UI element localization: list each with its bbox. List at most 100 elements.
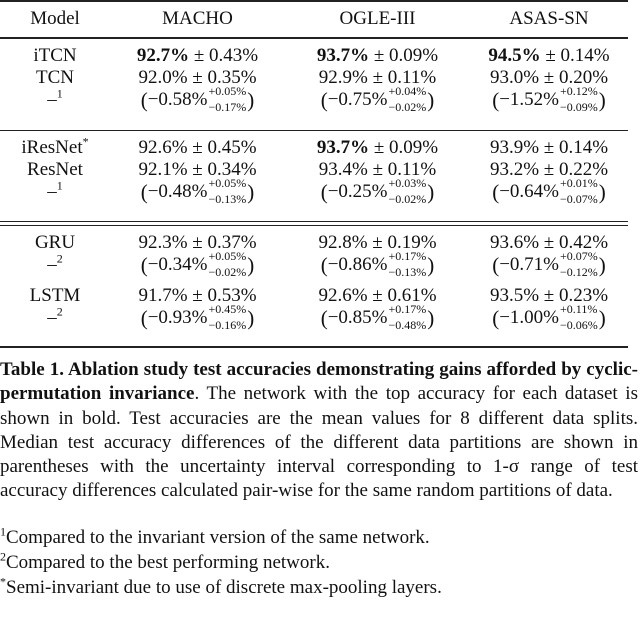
accuracy-value: 91.7% [138,285,188,306]
lower-bound: −0.48% [388,318,427,332]
table-caption: Table 1. Ablation study test accuracies … [0,358,638,504]
model-mark: * [82,134,89,149]
accuracy-cell: 92.6% ± 0.61% [285,284,470,308]
upper-bound: +0.07% [560,249,598,263]
accuracy-cell: 91.7% ± 0.53% [110,284,285,308]
accuracy-std: ± 0.42% [543,232,609,253]
accuracy-std: ± 0.19% [372,232,437,253]
median-difference: −0.85% [327,307,388,328]
accuracy-value: 93.6% [489,232,540,253]
median-difference: −0.48% [147,181,208,202]
accuracy-std: ± 0.43% [193,45,259,66]
accuracy-cell: 92.9% ± 0.11% [285,66,470,90]
accuracy-cell: 93.5% ± 0.23% [470,284,628,308]
accuracy-std: ± 0.53% [192,285,257,306]
lower-bound: −0.09% [560,100,598,114]
median-difference: −0.86% [327,254,388,275]
footnote-mark: 1 [0,524,6,539]
accuracy-value: 92.8% [318,232,368,253]
model-mark: 1 [56,178,63,193]
accuracy-cell: 92.6% ± 0.45% [110,136,285,160]
difference-cell: (−0.64% +0.01% −0.07%) [492,176,606,206]
model-name: GRU [0,231,110,255]
footnote-1: 1Compared to the invariant version of th… [0,526,430,550]
table-header-row: Model MACHO OGLE-III ASAS-SN [0,7,628,31]
accuracy-cell: 92.1% ± 0.34% [110,158,285,182]
model-label: LSTM [29,285,81,306]
median-difference: −0.58% [147,89,208,110]
header-asassn: ASAS-SN [509,8,589,29]
model-name: TCN [0,66,110,90]
accuracy-cell: 92.0% ± 0.35% [110,66,285,90]
accuracy-std: ± 0.11% [372,159,437,180]
accuracy-value: 93.9% [489,137,540,158]
accuracy-cell: 93.0% ± 0.20% [470,66,628,90]
lower-bound: −0.06% [560,318,598,332]
median-difference: −0.75% [327,89,388,110]
accuracy-value: 93.2% [489,159,540,180]
upper-bound: +0.17% [388,302,427,316]
difference-cell: (−0.93% +0.45% −0.16%) [140,302,255,332]
accuracy-std: ± 0.34% [192,159,257,180]
accuracy-cell: 94.5% ± 0.14% [470,44,628,68]
header-model: Model [30,8,80,29]
double-rule-upper [0,221,628,223]
accuracy-value: 92.1% [138,159,188,180]
model-name: –1 [0,88,110,112]
accuracy-cell: 92.3% ± 0.37% [110,231,285,255]
accuracy-std: ± 0.23% [543,285,609,306]
footnote-text: Compared to the best performing network. [6,552,330,573]
accuracy-std: ± 0.09% [373,45,439,66]
upper-bound: +0.05% [208,249,247,263]
model-label: – [47,254,57,275]
accuracy-std: ± 0.09% [373,137,439,158]
lower-bound: −0.07% [560,192,598,206]
table-row: –2(−0.93% +0.45% −0.16%)(−0.85% +0.17% −0.48… [0,302,628,332]
header-ogle: OGLE-III [339,8,416,29]
upper-bound: +0.05% [208,176,247,190]
table-top-rule [0,0,628,2]
accuracy-value: 92.0% [138,67,188,88]
difference-cell: (−0.85% +0.17% −0.48%) [320,302,435,332]
accuracy-cell: 93.6% ± 0.42% [470,231,628,255]
model-name: –1 [0,180,110,204]
accuracy-value: 93.0% [489,67,540,88]
difference-cell: (−0.71% +0.07% −0.12%) [492,249,606,279]
difference-cell: (−0.86% +0.17% −0.13%) [320,249,435,279]
upper-bound: +0.45% [208,302,247,316]
model-name: iTCN [0,44,110,68]
header-macho: MACHO [162,8,233,29]
accuracy-value: 93.5% [489,285,540,306]
accuracy-value: 92.6% [318,285,368,306]
model-label: TCN [36,67,74,88]
accuracy-std: ± 0.45% [192,137,257,158]
accuracy-cell: 93.4% ± 0.11% [285,158,470,182]
accuracy-cell: 93.7% ± 0.09% [285,44,470,68]
footnote-mark: 2 [0,549,6,564]
table-row: GRU 92.3% ± 0.37% 92.8% ± 0.19% 93.6% ± 0.4… [0,231,628,255]
lower-bound: −0.12% [560,265,598,279]
accuracy-value: 94.5% [488,45,541,66]
footnote-2: 2Compared to the best performing network… [0,551,330,575]
median-difference: −1.00% [499,307,560,328]
difference-cell: (−0.25% +0.03% −0.02%) [320,176,435,206]
caption-body: . The network with the top accuracy for … [0,383,638,502]
difference-cell: (−0.75% +0.04% −0.02%) [320,84,435,114]
median-difference: −0.64% [499,181,560,202]
model-label: iResNet [21,137,83,158]
table-bottom-rule [0,346,628,348]
double-rule-lower [0,225,628,227]
median-difference: −0.71% [499,254,560,275]
accuracy-cell: 93.7% ± 0.09% [285,136,470,160]
difference-cell: (−0.34% +0.05% −0.02%) [140,249,255,279]
model-name: ResNet [0,158,110,182]
difference-cell: (−1.52% +0.12% −0.09%) [492,84,606,114]
model-mark: 1 [56,86,63,101]
model-name: iResNet* [0,136,110,160]
upper-bound: +0.05% [208,84,247,98]
lower-bound: −0.13% [208,192,247,206]
accuracy-value: 93.7% [316,45,370,66]
group-separator-rule [0,130,628,132]
model-mark: 2 [56,251,63,266]
accuracy-std: ± 0.22% [543,159,609,180]
